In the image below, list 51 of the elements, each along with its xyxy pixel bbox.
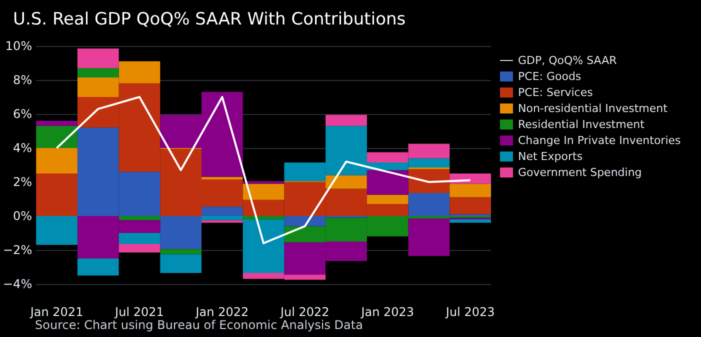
line-series — [56, 96, 472, 244]
chart-title: U.S. Real GDP QoQ% SAAR With Contributions — [13, 10, 406, 30]
x-tick-label: Jan 2021 — [29, 305, 84, 319]
bar — [450, 197, 491, 214]
y-tick-label: −4% — [3, 277, 32, 291]
bar — [242, 184, 284, 200]
bar — [242, 216, 284, 220]
legend-label: GDP, QoQ% SAAR — [518, 54, 618, 67]
legend-label: Government Spending — [518, 166, 642, 179]
bar — [202, 206, 243, 216]
bar — [36, 216, 78, 245]
y-tick-label: −2% — [3, 243, 32, 257]
bar — [36, 120, 78, 126]
bar — [160, 216, 202, 250]
y-tick-label: 10% — [5, 39, 32, 53]
legend-label: PCE: Goods — [518, 70, 582, 83]
bar — [366, 170, 408, 195]
x-tick-label: Jan 2023 — [360, 305, 414, 319]
bar — [202, 176, 243, 180]
y-tick-label: 2% — [13, 175, 32, 189]
y-tick-label: 4% — [13, 141, 32, 155]
bar — [450, 184, 491, 198]
y-tick-label: 0% — [13, 209, 32, 223]
bar — [118, 233, 160, 244]
bar — [326, 114, 367, 126]
x-tick-label: Jul 2023 — [444, 305, 495, 319]
legend-label: Residential Investment — [518, 118, 646, 131]
bar — [36, 126, 78, 148]
bar — [118, 216, 160, 220]
bar — [366, 194, 408, 204]
legend-label: Net Exports — [518, 150, 583, 163]
bar — [450, 219, 491, 223]
bar — [202, 220, 243, 223]
legend-label: Non-residential Investment — [518, 102, 668, 115]
bar — [36, 174, 78, 216]
bar — [160, 249, 202, 254]
bar — [77, 258, 119, 276]
x-tick-label: Jan 2022 — [194, 305, 249, 319]
bar — [242, 181, 284, 184]
source-note: Source: Chart using Bureau of Economic Analysis Data — [35, 318, 363, 332]
legend-label: PCE: Services — [518, 86, 594, 99]
y-tick-label: 8% — [13, 73, 32, 87]
y-tick-label: 6% — [13, 107, 32, 121]
x-tick-label: Jul 2021 — [114, 305, 164, 319]
x-tick-label: Jul 2022 — [279, 305, 330, 319]
bar — [77, 48, 119, 68]
bar — [118, 244, 160, 253]
legend-label: Change In Private Inventories — [518, 134, 682, 147]
bar — [77, 68, 119, 78]
bar — [36, 148, 78, 174]
bar — [160, 254, 202, 273]
